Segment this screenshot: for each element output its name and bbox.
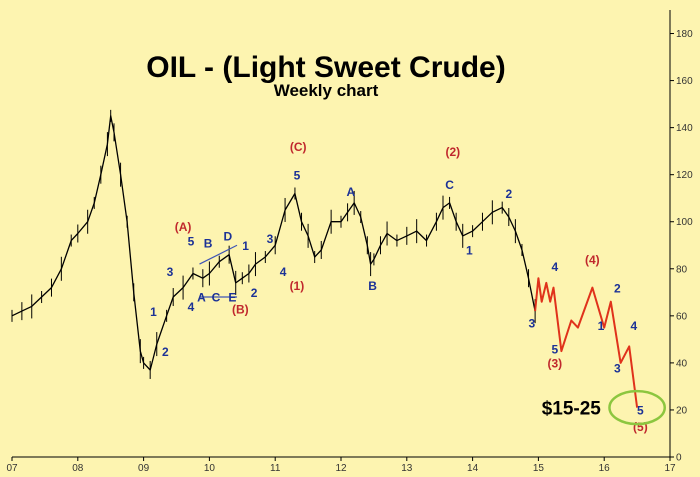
- x-tick-label: 14: [467, 463, 479, 474]
- wave-label: A: [197, 291, 206, 305]
- target-label: $15-25: [542, 399, 602, 420]
- wave-label: 4: [188, 300, 195, 314]
- wave-label: 5: [294, 168, 301, 182]
- wave-label: 3: [267, 232, 274, 246]
- y-tick-label: 140: [676, 123, 693, 134]
- wave-label: 2: [162, 345, 169, 359]
- y-tick-label: 120: [676, 170, 693, 181]
- projection-line: [534, 277, 639, 408]
- wave-label: B: [368, 279, 377, 293]
- wave-label: 2: [614, 281, 621, 295]
- y-tick-label: 20: [676, 405, 688, 416]
- wave-label: E: [228, 291, 236, 305]
- x-tick-label: 17: [664, 463, 676, 474]
- wave-label: 1: [150, 305, 157, 319]
- wave-label: 5: [637, 404, 644, 418]
- wave-label: (4): [585, 253, 600, 267]
- triangle-lines: [199, 244, 238, 298]
- wave-label: 5: [552, 342, 559, 356]
- target-group: $15-25: [542, 389, 666, 426]
- y-tick-label: 160: [676, 76, 693, 87]
- x-tick-label: 11: [270, 463, 281, 474]
- wave-label: D: [223, 230, 232, 244]
- y-tick-label: 180: [676, 29, 693, 40]
- wave-label: 1: [598, 319, 605, 333]
- x-tick-label: 10: [204, 463, 216, 474]
- wave-label: 4: [280, 265, 287, 279]
- x-tick-label: 12: [335, 463, 347, 474]
- y-tick-label: 0: [676, 453, 682, 464]
- y-tick-label: 80: [676, 264, 688, 275]
- wave-label: 3: [614, 361, 621, 375]
- triangle-line: [199, 244, 238, 265]
- wave-label: B: [204, 237, 213, 251]
- target-circle: [608, 389, 666, 426]
- wave-label: 2: [251, 286, 258, 300]
- wave-label: 1: [466, 244, 473, 258]
- series: [11, 109, 639, 408]
- wave-label: A: [347, 185, 356, 199]
- x-tick-label: 07: [6, 463, 18, 474]
- wave-label: C: [212, 291, 221, 305]
- wave-label: 2: [505, 187, 512, 201]
- wave-label: C: [445, 178, 454, 192]
- x-tick-label: 16: [599, 463, 611, 474]
- wave-label: (C): [290, 140, 307, 154]
- y-tick-label: 100: [676, 217, 693, 228]
- x-tick-label: 08: [72, 463, 84, 474]
- chart-subtitle: Weekly chart: [274, 81, 379, 100]
- wave-label: 1: [242, 239, 249, 253]
- x-tick-label: 09: [138, 463, 150, 474]
- wave-label: (3): [548, 357, 563, 371]
- y-tick-label: 40: [676, 358, 688, 369]
- wave-label: (A): [175, 220, 192, 234]
- wave-label: (1): [290, 279, 305, 293]
- wave-label: 3: [167, 265, 174, 279]
- wave-label: 5: [188, 234, 195, 248]
- x-tick-label: 13: [401, 463, 413, 474]
- chart-title: OIL - (Light Sweet Crude): [146, 51, 505, 84]
- tick-labels: 07 08 09 10 11 12 13 14 15 16 17020406080100120140…: [6, 29, 693, 474]
- wave-label: 3: [528, 317, 535, 331]
- x-tick-label: 15: [533, 463, 545, 474]
- y-tick-label: 60: [676, 311, 688, 322]
- wave-label: 4: [552, 260, 559, 274]
- wave-label: (2): [446, 145, 461, 159]
- wave-label: (B): [232, 302, 249, 316]
- wave-label: 4: [630, 319, 637, 333]
